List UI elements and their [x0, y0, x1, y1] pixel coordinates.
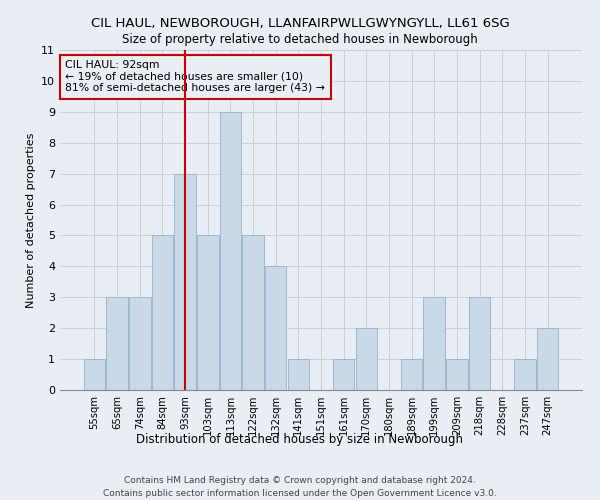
Bar	[265, 266, 286, 390]
Bar	[175, 174, 196, 390]
Bar	[424, 298, 445, 390]
Bar	[106, 298, 128, 390]
Text: Distribution of detached houses by size in Newborough: Distribution of detached houses by size …	[137, 432, 464, 446]
Bar	[84, 359, 105, 390]
Text: Size of property relative to detached houses in Newborough: Size of property relative to detached ho…	[122, 32, 478, 46]
Text: CIL HAUL: 92sqm
← 19% of detached houses are smaller (10)
81% of semi-detached h: CIL HAUL: 92sqm ← 19% of detached houses…	[65, 60, 325, 94]
Bar	[356, 328, 377, 390]
Bar	[401, 359, 422, 390]
Bar	[514, 359, 536, 390]
Bar	[152, 236, 173, 390]
Bar	[287, 359, 309, 390]
Bar	[197, 236, 218, 390]
Text: Contains public sector information licensed under the Open Government Licence v3: Contains public sector information licen…	[103, 489, 497, 498]
Bar	[446, 359, 467, 390]
Bar	[129, 298, 151, 390]
Bar	[333, 359, 355, 390]
Text: CIL HAUL, NEWBOROUGH, LLANFAIRPWLLGWYNGYLL, LL61 6SG: CIL HAUL, NEWBOROUGH, LLANFAIRPWLLGWYNGY…	[91, 18, 509, 30]
Y-axis label: Number of detached properties: Number of detached properties	[26, 132, 35, 308]
Bar	[469, 298, 490, 390]
Bar	[242, 236, 264, 390]
Bar	[537, 328, 558, 390]
Bar	[220, 112, 241, 390]
Text: Contains HM Land Registry data © Crown copyright and database right 2024.: Contains HM Land Registry data © Crown c…	[124, 476, 476, 485]
